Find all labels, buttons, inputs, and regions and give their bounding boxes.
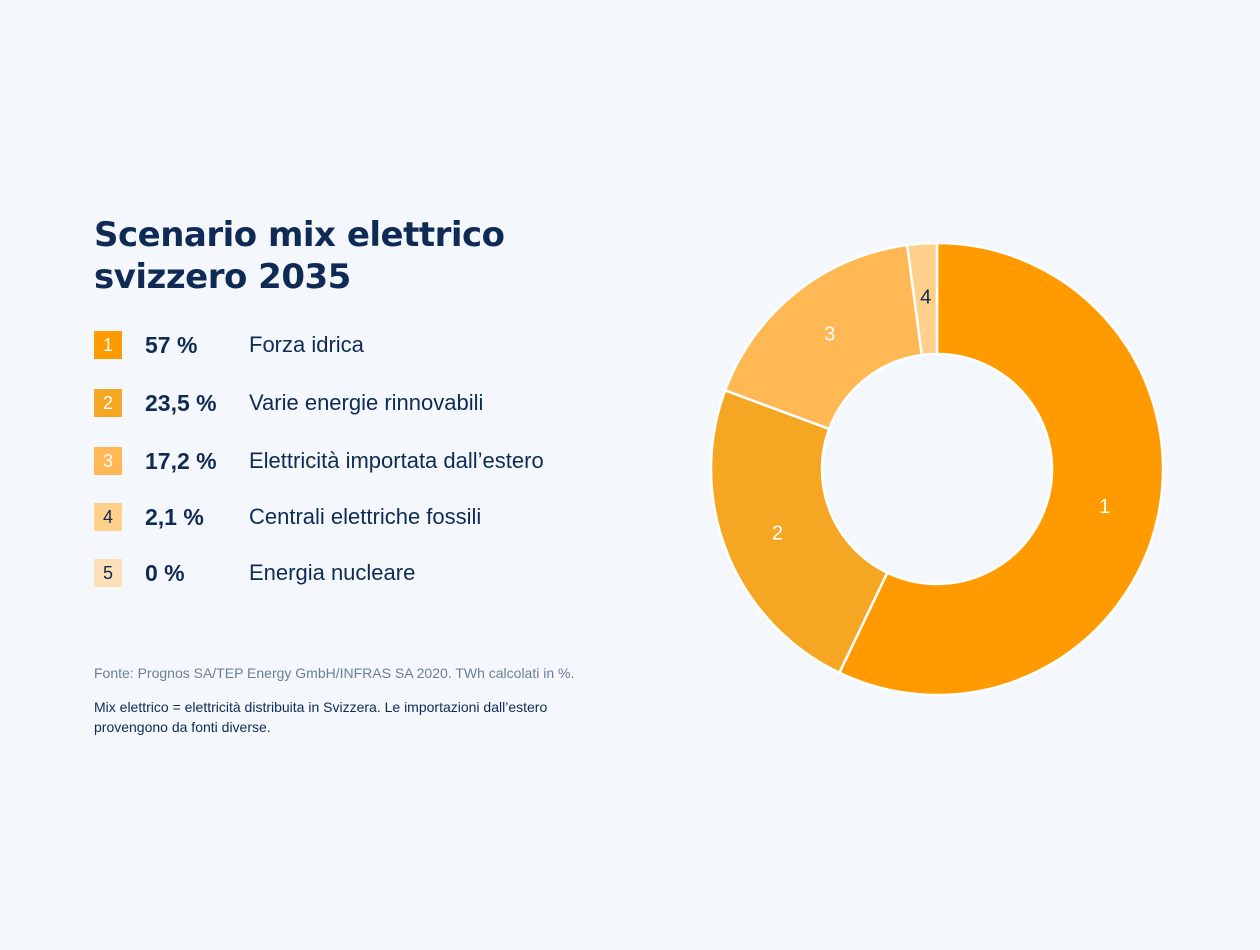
legend-label: Elettricità importata dall’estero: [249, 448, 544, 473]
donut-slice-3: [723, 243, 924, 431]
legend-value: 0 %: [145, 559, 185, 586]
donut-slice-4: [905, 241, 939, 357]
definition-note: Mix elettrico = elettricità distribuita …: [94, 699, 548, 735]
chart-title-line-1: Scenario mix elettrico: [94, 215, 505, 255]
chart-title-line-2: svizzero 2035: [94, 257, 351, 297]
legend-badge: 5: [94, 559, 122, 587]
legend-label: Forza idrica: [249, 332, 364, 357]
legend-label: Energia nucleare: [249, 560, 416, 585]
legend-value: 17,2 %: [145, 447, 217, 474]
chart-title: Scenario mix elettrico svizzero 2035: [94, 214, 614, 298]
legend-item: 5 0 % Energia nucleare: [94, 558, 654, 588]
legend-badge: 1: [94, 331, 122, 359]
legend: 1 57 % Forza idrica 2 23,5 % Varie energ…: [94, 330, 654, 588]
legend-value: 57 %: [145, 331, 198, 358]
donut-slice-label-1: 1: [1099, 496, 1110, 518]
legend-badge: 2: [94, 389, 122, 417]
legend-value: 23,5 %: [145, 389, 217, 416]
donut-slice-2: [709, 389, 889, 675]
legend-item: 4 2,1 % Centrali elettriche fossili: [94, 502, 654, 532]
donut-slice-1: [838, 241, 1165, 697]
legend-value: 2,1 %: [145, 503, 204, 530]
legend-item: 3 17,2 % Elettricità importata dall’este…: [94, 446, 654, 476]
legend-label: Varie energie rinnovabili: [249, 390, 484, 415]
legend-label: Centrali elettriche fossili: [249, 504, 482, 529]
source-note: Fonte: Prognos SA/TEP Energy GmbH/INFRAS…: [94, 665, 575, 681]
legend-item: 2 23,5 % Varie energie rinnovabili: [94, 388, 654, 418]
donut-slice-label-4: 4: [920, 286, 931, 308]
legend-badge: 3: [94, 447, 122, 475]
donut-slice-label-2: 2: [772, 522, 783, 544]
legend-item: 1 57 % Forza idrica: [94, 330, 654, 360]
legend-badge: 4: [94, 503, 122, 531]
donut-slice-label-3: 3: [824, 324, 835, 346]
